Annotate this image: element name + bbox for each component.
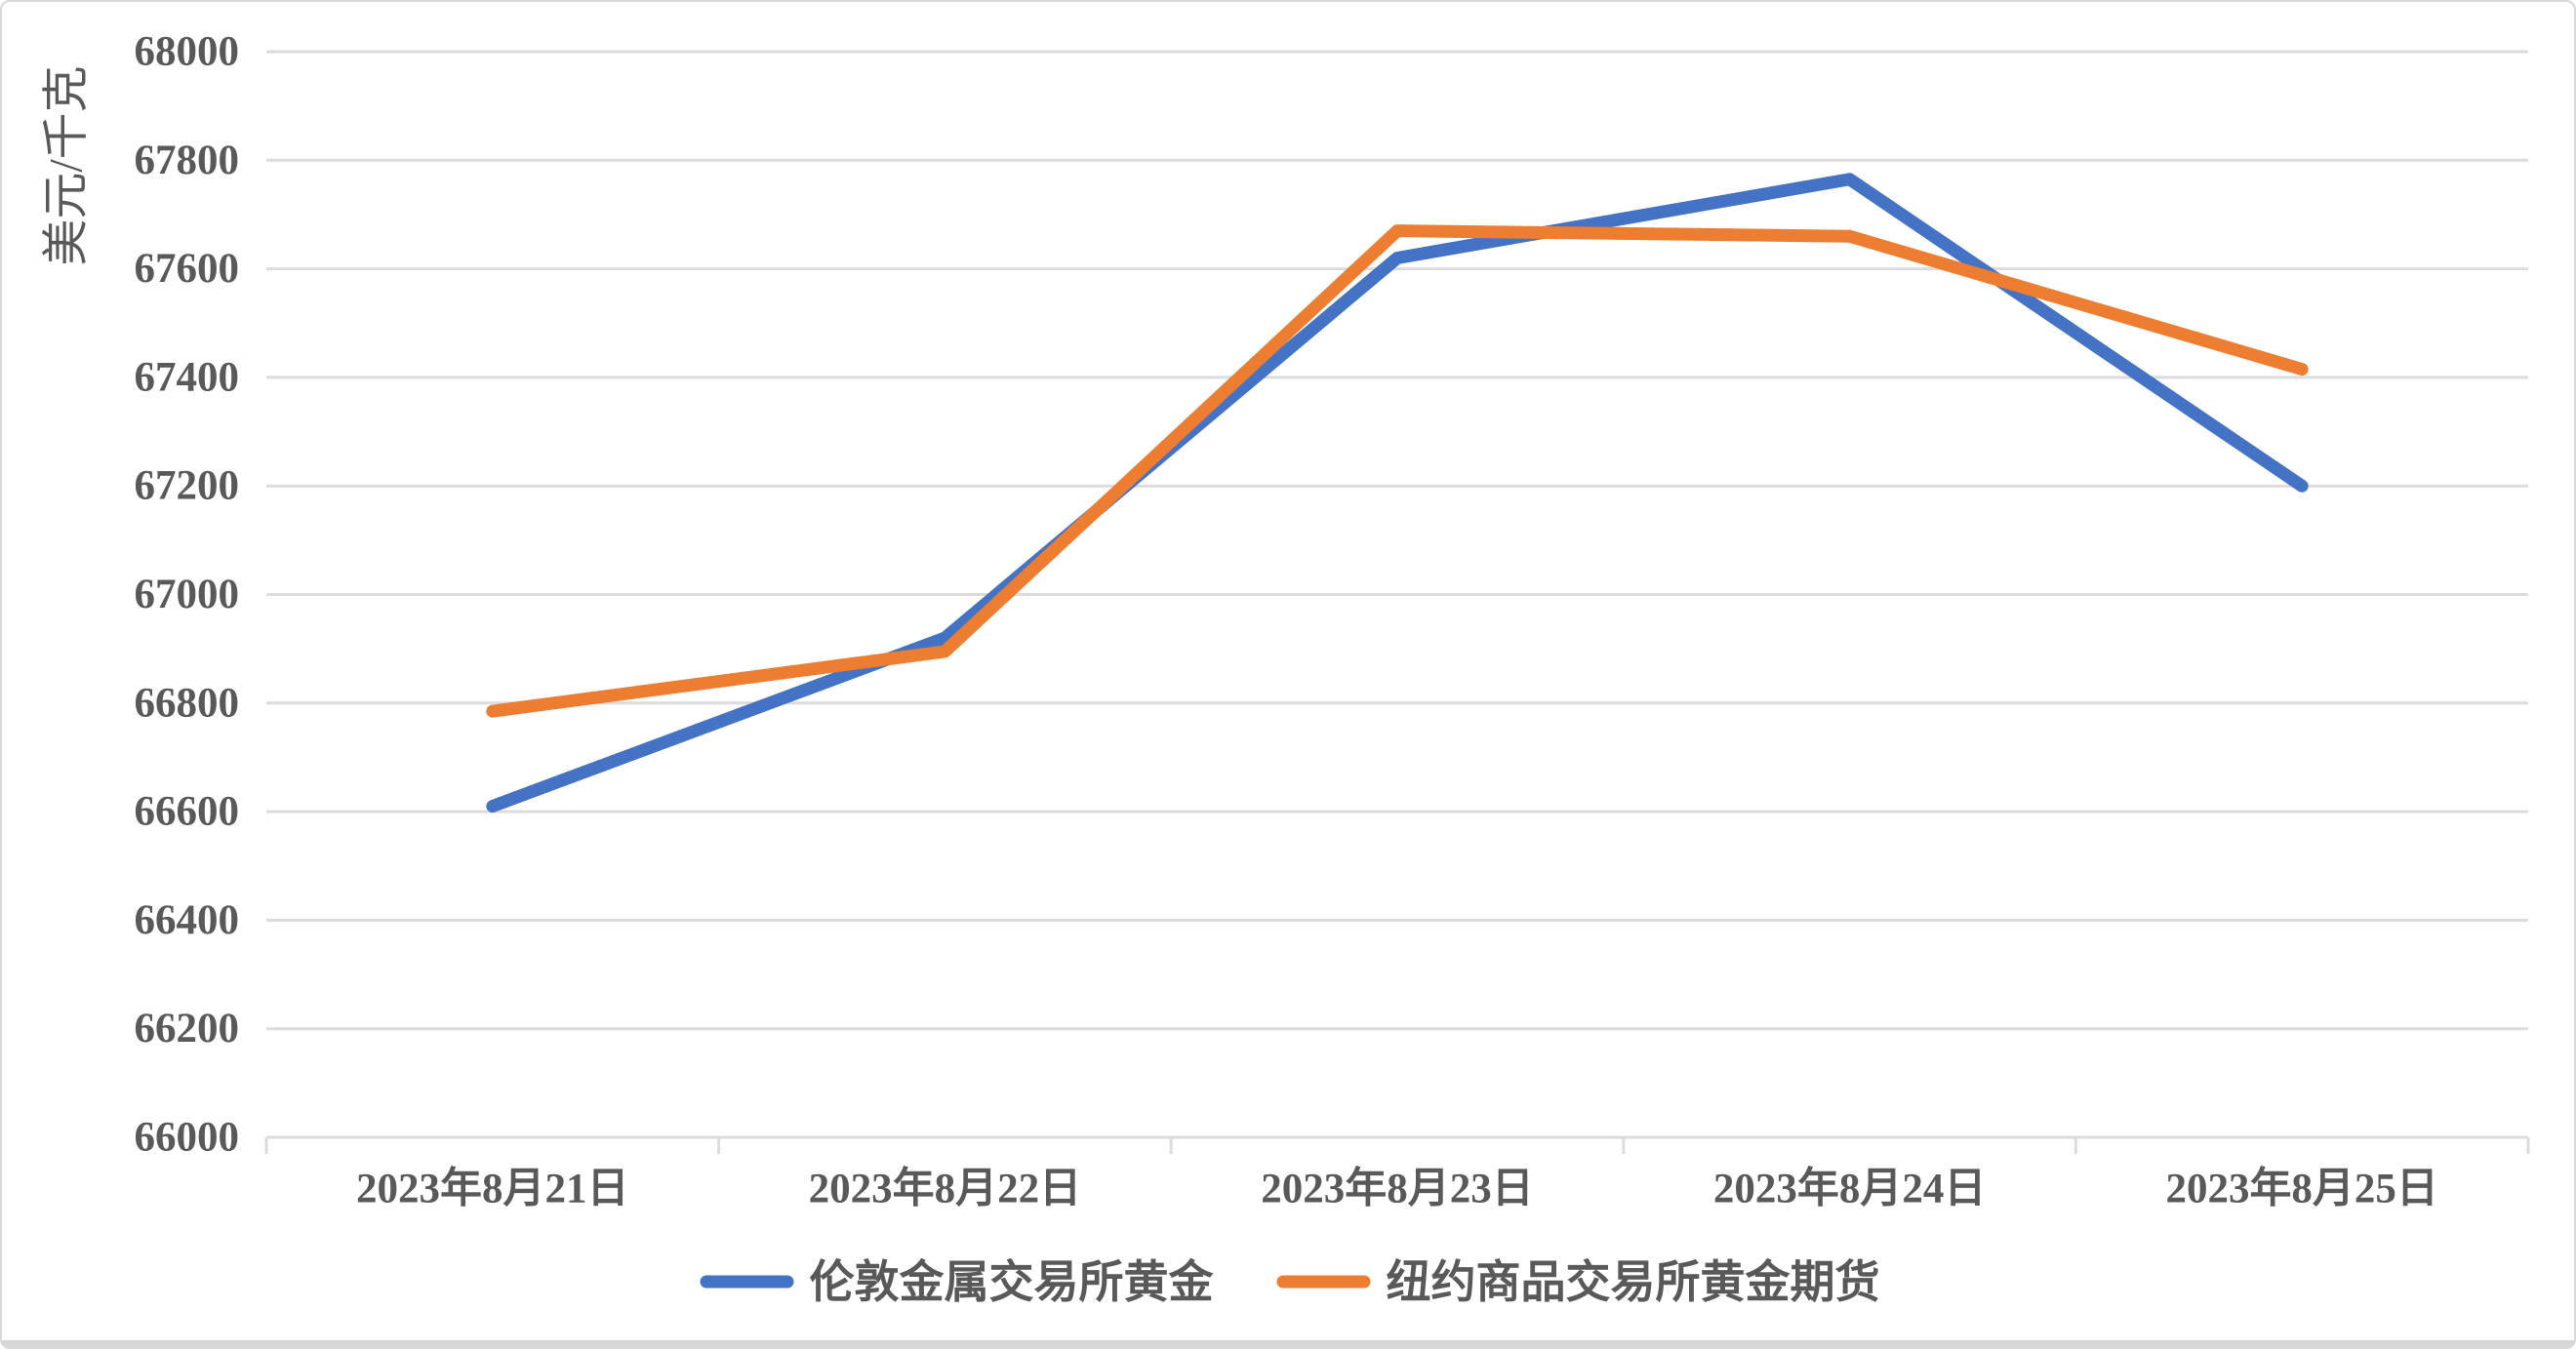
legend-label-0: 伦敦金属交易所黄金 (810, 1256, 1215, 1307)
y-tick-label: 67000 (135, 572, 240, 617)
x-axis-ticks (264, 1137, 2530, 1154)
x-tick-label: 2023年8月21日 (356, 1166, 629, 1212)
series-line-0 (486, 173, 2309, 813)
y-tick-label: 66800 (135, 680, 240, 726)
legend-label-1: 纽约商品交易所黄金期货 (1387, 1256, 1880, 1307)
x-tick-label: 2023年8月25日 (2165, 1166, 2438, 1212)
window-bottom-edge (2, 1340, 2574, 1347)
legend-swatch-1 (1276, 1275, 1371, 1289)
legend-swatch-0 (700, 1275, 794, 1289)
x-axis-labels: 2023年8月21日 2023年8月22日 2023年8月23日 2023年8月24日… (356, 1166, 2438, 1212)
y-tick-label: 67400 (135, 354, 240, 400)
series-line-1 (486, 224, 2309, 718)
chart-legend: 伦敦金属交易所黄金 纽约商品交易所黄金期货 (700, 1256, 1880, 1307)
y-tick-label: 67800 (135, 138, 240, 183)
y-tick-label: 66400 (135, 897, 240, 943)
series-lines (486, 173, 2309, 813)
y-tick-label: 66600 (135, 789, 240, 835)
x-tick-label: 2023年8月22日 (809, 1166, 1082, 1212)
y-tick-label: 66000 (135, 1115, 240, 1161)
y-axis-title: 美元/千克 (41, 65, 93, 265)
y-tick-label: 68000 (135, 29, 240, 75)
y-axis-labels: 66000 66200 66400 66600 66800 67000 67200 67400… (135, 29, 240, 1161)
x-tick-label: 2023年8月24日 (1713, 1166, 1987, 1212)
y-tick-label: 67200 (135, 463, 240, 509)
y-tick-label: 66200 (135, 1006, 240, 1051)
y-tick-label: 67600 (135, 246, 240, 292)
gridlines (266, 50, 2528, 1139)
x-tick-label: 2023年8月23日 (1261, 1166, 1534, 1212)
